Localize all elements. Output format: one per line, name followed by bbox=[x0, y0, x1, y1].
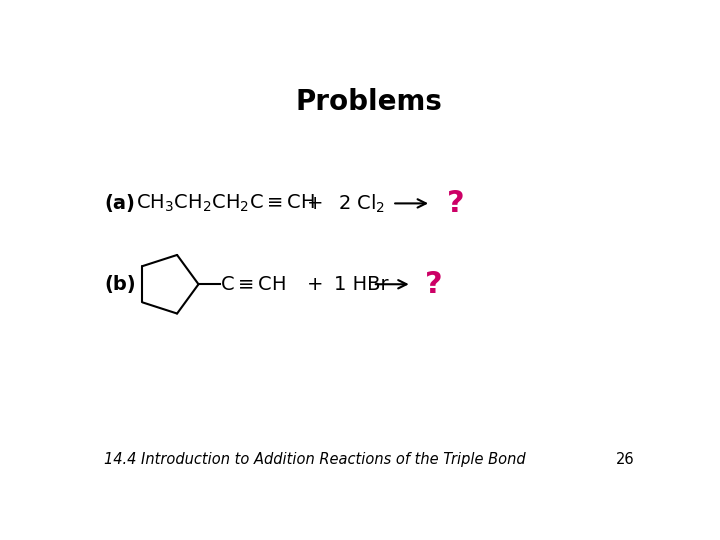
Text: +: + bbox=[307, 275, 323, 294]
Text: (a): (a) bbox=[104, 194, 135, 213]
Text: 14.4 Introduction to Addition Reactions of the Triple Bond: 14.4 Introduction to Addition Reactions … bbox=[104, 452, 526, 467]
Text: ?: ? bbox=[446, 189, 464, 218]
Text: $\mathsf{2\ Cl_2}$: $\mathsf{2\ Cl_2}$ bbox=[338, 192, 385, 214]
Text: +: + bbox=[307, 194, 323, 213]
Text: $\mathsf{C{\equiv}CH}$: $\mathsf{C{\equiv}CH}$ bbox=[220, 275, 286, 294]
Text: ?: ? bbox=[425, 270, 442, 299]
Text: $\mathsf{CH_3CH_2CH_2C{\equiv}CH}$: $\mathsf{CH_3CH_2CH_2C{\equiv}CH}$ bbox=[137, 193, 315, 214]
Text: Problems: Problems bbox=[296, 88, 442, 116]
Text: (b): (b) bbox=[104, 275, 135, 294]
Text: 26: 26 bbox=[616, 452, 634, 467]
Text: 1 HBr: 1 HBr bbox=[334, 275, 389, 294]
